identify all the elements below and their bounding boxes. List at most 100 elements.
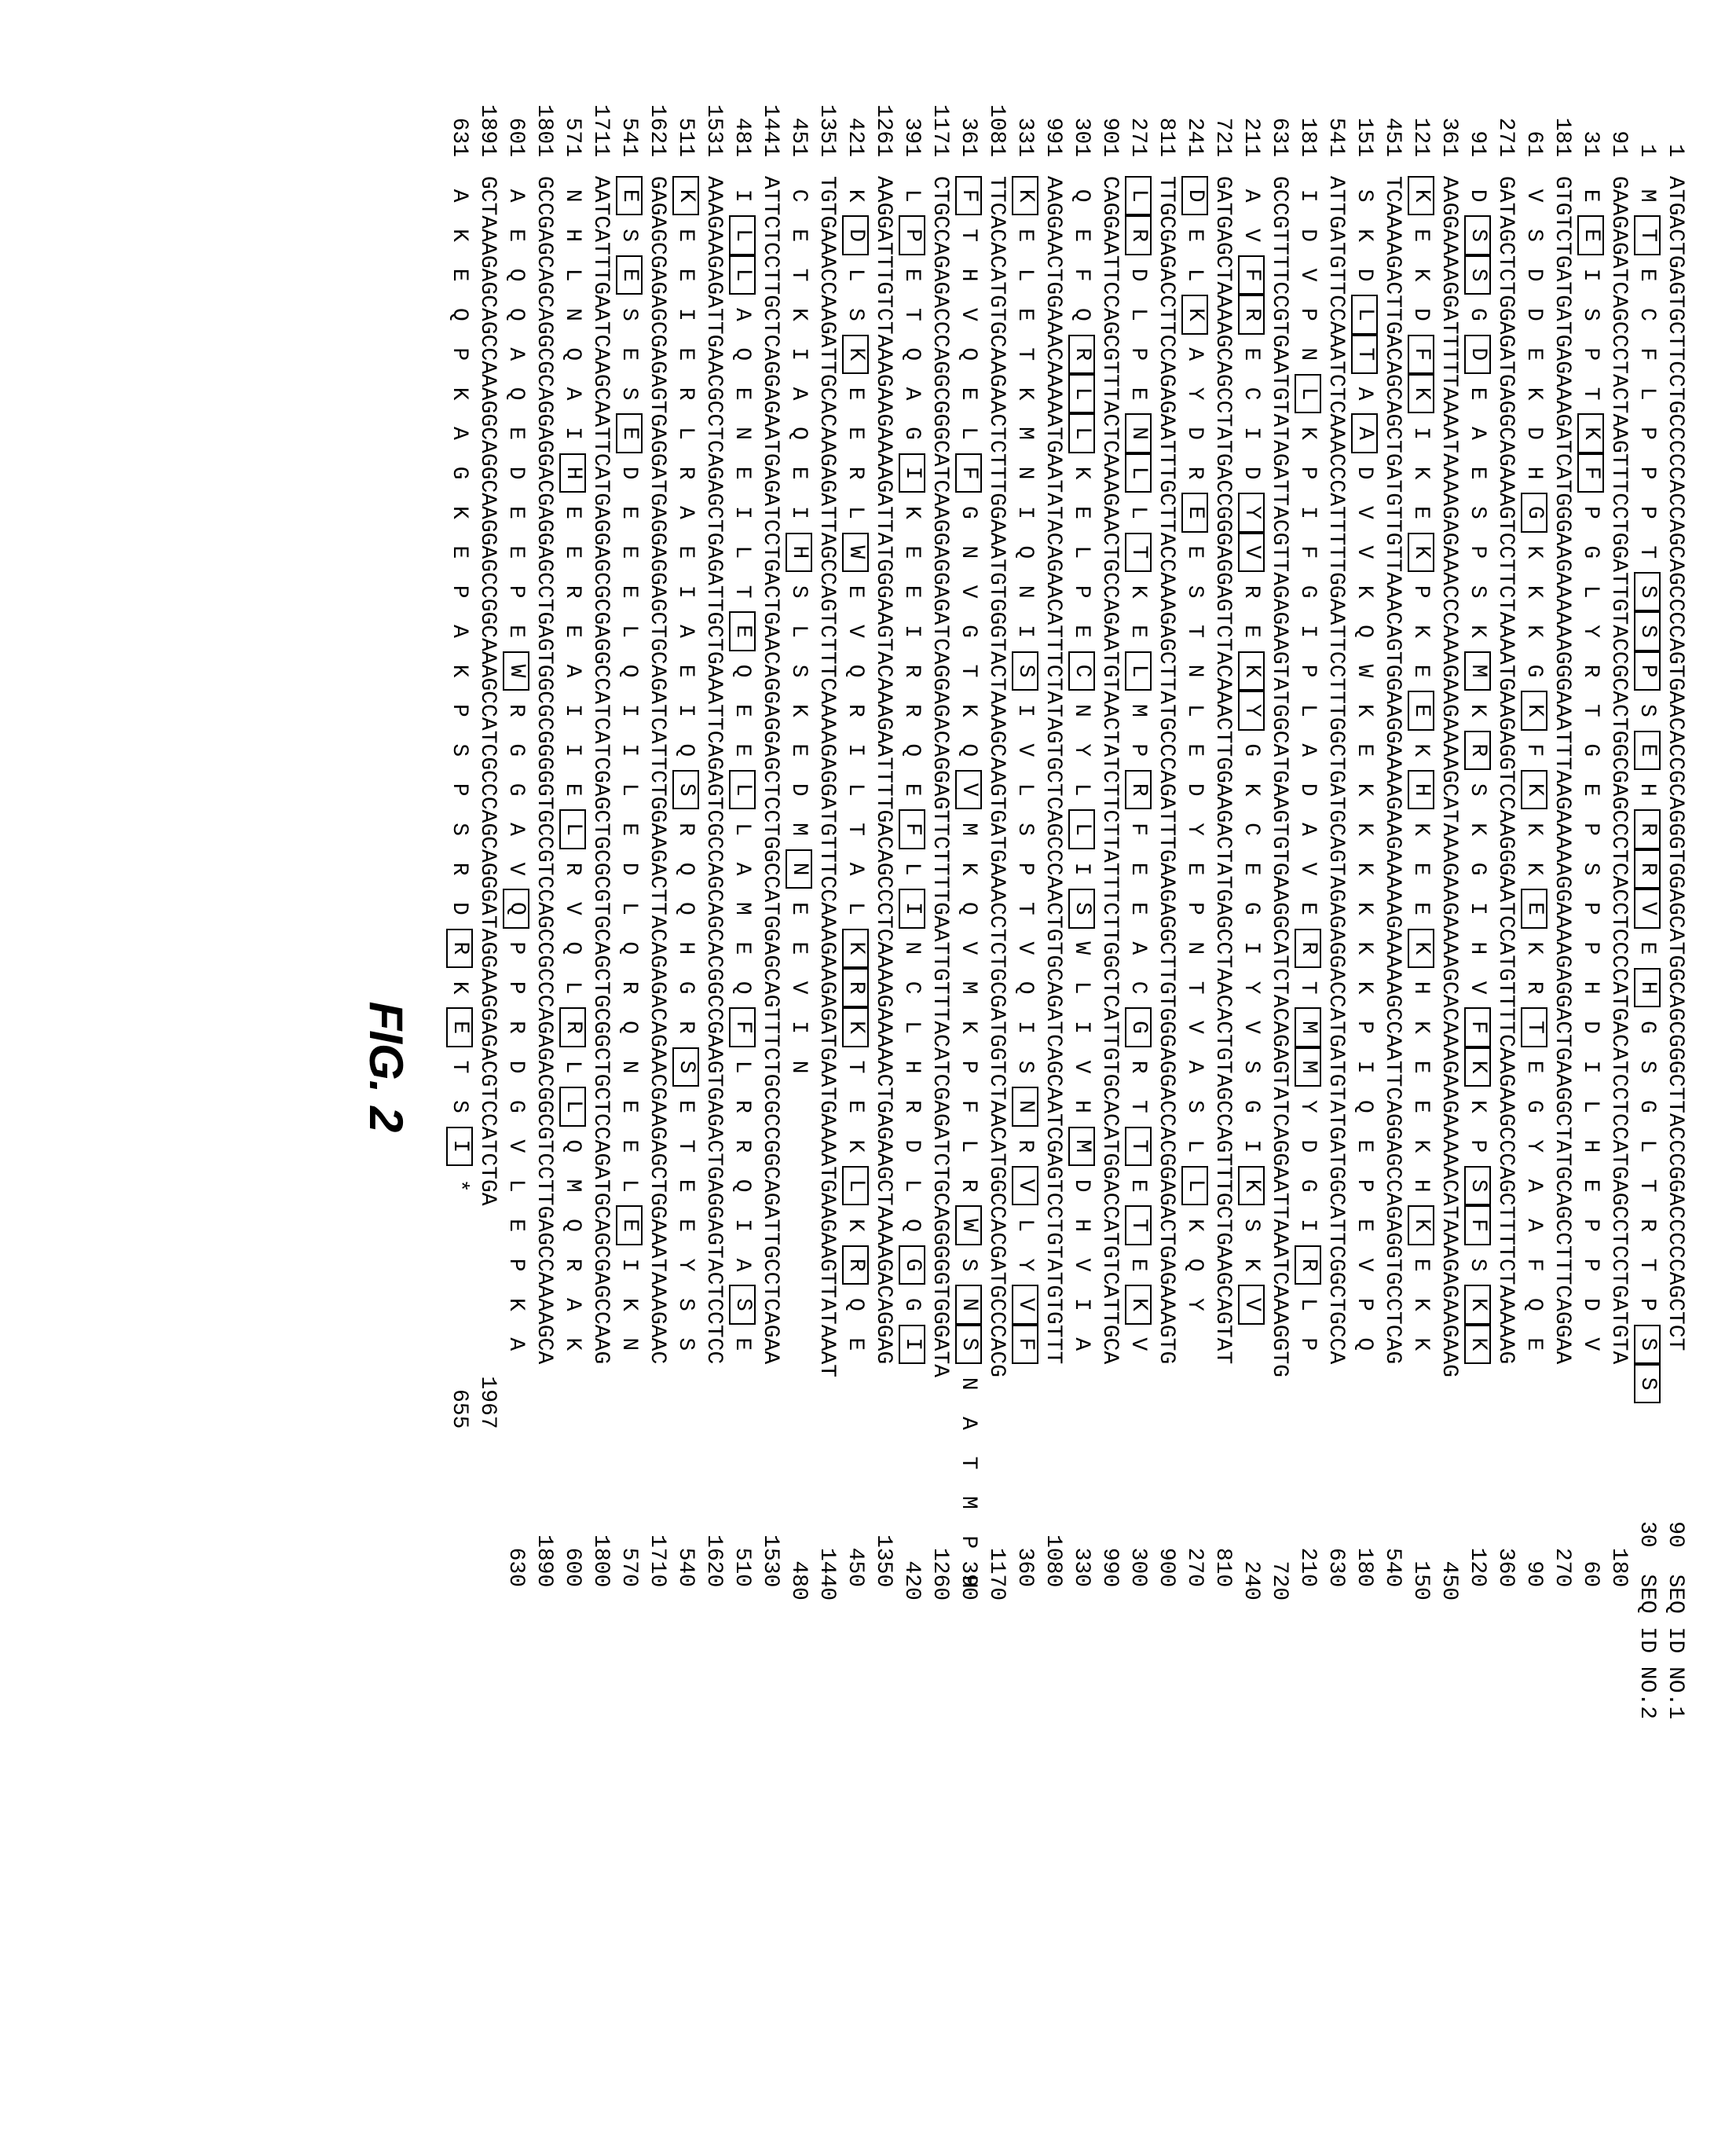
aa-residue: T [1632,533,1661,572]
aa-end-position: 510 [727,1364,756,1587]
aa-residue: L [897,176,925,215]
aa-residue: D [1180,413,1208,453]
dna-end-position: 810 [1208,1364,1236,1587]
aa-row: 151SKDLTAADVVKQWKEKKKKKKPIQEPEVPQ180 [1350,63,1378,2071]
aa-residue: S [1634,1364,1661,1403]
aa-residue: G [1576,731,1604,770]
aa-residue: L [1180,691,1208,730]
aa-residue: V [1010,731,1038,770]
aa-residue: V [784,968,812,1007]
aa-residue: E [1067,215,1095,255]
aa-residue: A [1519,1205,1547,1245]
aa-residue: F [899,809,925,849]
aa-end-position: 180 [1350,1364,1378,1587]
aa-residue: S [1634,572,1661,611]
aa-residue: S [955,1325,982,1364]
aa-residue: G [501,731,529,770]
aa-residue: D [784,770,812,809]
aa-row: 601AEQQAQEDEEPEWRGGAVQPPRDGVLEPKA630 [501,63,529,2071]
aa-residue: K [1350,889,1378,928]
aa-residue: V [1012,1285,1038,1324]
dna-start-position: 1171 [925,63,954,176]
aa-residue: A [727,1245,756,1285]
aa-end-position: 270 [1180,1364,1208,1587]
aa-sequence: KELETKMNIQNISIVLSPTVQISNRVLYVF [1010,176,1038,1364]
aa-residue: S [1634,611,1661,651]
aa-residue: V [1067,1047,1095,1087]
aa-row: 1MTECFLPPPTSSPSEHRRVEHGSGLTRTPSS30 SEQ I… [1632,63,1661,2071]
aa-end-position: 360 [1010,1364,1038,1587]
aa-residue: V [1463,968,1491,1007]
aa-residue: N [558,295,586,334]
aa-sequence: NHLNQAIHEEREAIIELRVQLRLLQMQRAK [558,176,586,1364]
aa-residue: P [1576,335,1604,374]
aa-residue: M [558,1166,586,1205]
aa-residue: R [1464,731,1491,770]
aa-row: 181IDVPNLKPIFGIPLADAVERTMMYDGIRLP210 [1293,63,1321,2071]
aa-residue: K [1350,849,1378,889]
aa-residue: E [729,611,756,651]
aa-residue: N [1010,572,1038,611]
aa-residue: S [1463,493,1491,532]
aa-residue: A [501,176,529,215]
aa-residue: E [1181,493,1208,532]
aa-residue: S [614,374,643,413]
aa-residue: M [1632,176,1661,215]
alignment-pair: 1261AAGGATTTGTCTAAAGAAGAAAAGATTATGGGAAGT… [841,63,897,2071]
aa-residue: Q [501,374,529,413]
dna-sequence: GATGAGCTAAAAGCAGCCTATGACCGGGAGGAGTCTACAA… [1208,176,1236,1364]
aa-residue: E [1463,374,1491,413]
dna-start-position: 1 [1661,63,1689,176]
seq-id-label-aa: SEQ ID NO.2 [1632,1574,1661,1719]
aa-residue: I [727,1205,756,1245]
aa-residue: M [1295,1007,1321,1047]
aa-end-position: 540 [671,1364,699,1587]
dna-end-position: 360 [1491,1364,1519,1587]
aa-residue: I [558,731,586,770]
aa-residue: A [784,374,812,413]
aa-residue: A [1123,929,1152,968]
aa-end-position: 600 [558,1364,586,1587]
aa-residue: T [671,1127,699,1166]
aa-residue: L [1632,374,1661,413]
aa-residue: E [1406,1245,1434,1285]
aa-residue: K [841,1127,869,1166]
aa-residue: K [1519,611,1547,651]
aa-start-position: 481 [727,63,756,176]
aa-residue: E [1406,1047,1434,1087]
dna-start-position: 1891 [473,63,501,176]
aa-residue: L [1010,255,1038,295]
aa-residue: L [1067,968,1095,1007]
aa-residue: I [727,176,756,215]
dna-end-position: 1530 [756,1364,784,1587]
aa-residue: I [1010,493,1038,532]
aa-residue: S [1180,572,1208,611]
aa-residue: K [1408,1205,1434,1245]
aa-residue: D [1576,1285,1604,1324]
aa-residue: R [1068,335,1095,374]
aa-residue: P [1632,453,1661,493]
aa-residue: D [501,453,529,493]
aa-residue: E [1236,335,1265,374]
aa-residue: Q [1180,1245,1208,1285]
aa-residue: T [897,295,925,334]
aa-residue: S [784,651,812,691]
aa-residue: K [842,1007,869,1047]
aa-residue: Y [1576,611,1604,651]
aa-residue: L [558,255,586,295]
aa-residue: I [1293,176,1321,215]
aa-row: 31EEISPTKFPGLYRTGEPSPPHDILHEPPDV60 [1576,63,1604,2071]
dna-start-position: 1351 [812,63,841,176]
aa-residue: K [1236,1245,1265,1285]
aa-residue: W [503,651,529,691]
aa-residue: L [727,809,756,849]
aa-residue: T [1123,1087,1152,1126]
aa-residue: L [1125,651,1152,691]
aa-residue: A [671,611,699,651]
aa-residue: T [445,1047,473,1087]
aa-residue: E [1123,849,1152,889]
aa-residue: D [1576,1007,1604,1047]
dna-sequence: GCCGAGCAGCAGGCGCAGGAGGACGAGGAGCCTGAGTGGC… [529,176,558,1364]
dna-start-position: 1261 [869,63,897,176]
aa-residue: P [1350,1007,1378,1047]
